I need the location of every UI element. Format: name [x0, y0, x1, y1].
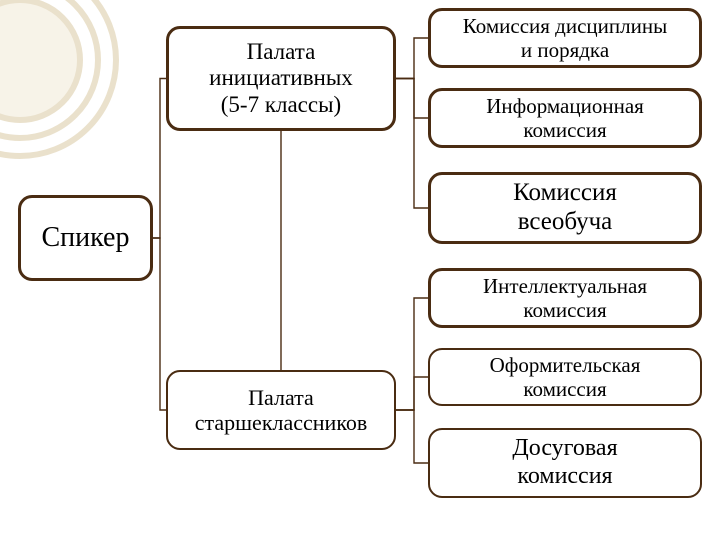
node-label: Спикер [42, 222, 130, 254]
node-speaker: Спикер [18, 195, 153, 281]
org-diagram: Спикер Палата инициативных (5-7 классы) … [0, 0, 720, 540]
node-label: Комиссия дисциплины и порядка [463, 14, 667, 62]
node-chamber-initiative: Палата инициативных (5-7 классы) [166, 26, 396, 131]
node-label: Палата старшеклассников [195, 385, 368, 436]
node-label: Досуговая комиссия [512, 435, 617, 490]
node-commission-design: Оформительская комиссия [428, 348, 702, 406]
node-commission-intellect: Интеллектуальная комиссия [428, 268, 702, 328]
node-commission-vseobuch: Комиссия всеобуча [428, 172, 702, 244]
node-label: Палата инициативных (5-7 классы) [209, 39, 353, 118]
node-chamber-senior: Палата старшеклассников [166, 370, 396, 450]
node-label: Информационная комиссия [486, 94, 644, 142]
node-commission-leisure: Досуговая комиссия [428, 428, 702, 498]
node-label: Комиссия всеобуча [513, 179, 617, 237]
node-label: Оформительская комиссия [490, 353, 641, 401]
node-commission-info: Информационная комиссия [428, 88, 702, 148]
node-label: Интеллектуальная комиссия [483, 274, 647, 322]
node-commission-discipline: Комиссия дисциплины и порядка [428, 8, 702, 68]
